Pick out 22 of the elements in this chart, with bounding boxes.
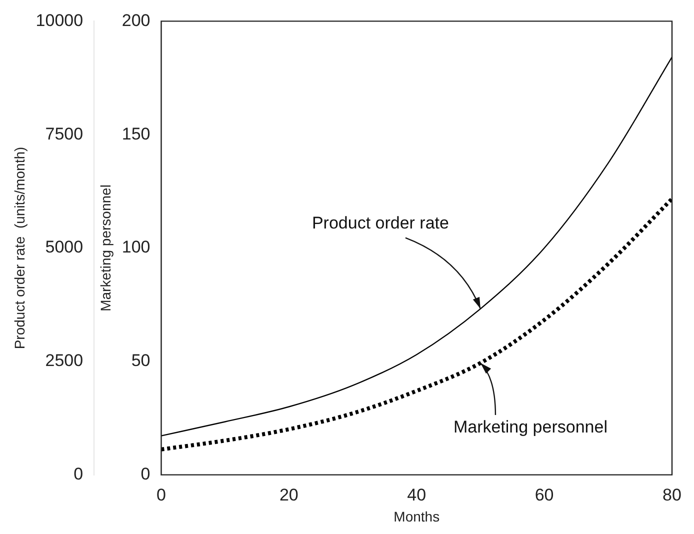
y2-tick-label: 100 — [122, 238, 150, 257]
y-tick-label: 7500 — [45, 124, 84, 144]
y-axis-title: Product order rate (units/month) — [11, 146, 28, 350]
x-tick-label: 60 — [534, 486, 554, 505]
x-tick-label: 20 — [279, 486, 298, 505]
x-tick-label: 0 — [156, 486, 166, 505]
y2-tick-label: 0 — [140, 464, 150, 484]
y2-tick-label: 200 — [122, 10, 150, 30]
y2-tick-label: 150 — [122, 124, 150, 144]
y-tick-label: 5000 — [45, 238, 84, 257]
x-tick-label: 40 — [407, 486, 426, 505]
y-tick-label: 10000 — [36, 10, 84, 30]
y-tick-label: 2500 — [45, 351, 84, 370]
line-series — [161, 56, 672, 436]
y-tick-label: 0 — [74, 464, 84, 484]
annotation: Product order rate — [312, 213, 449, 232]
x-tick-label: 80 — [662, 486, 682, 505]
x-axis-title: Months — [394, 508, 440, 524]
annotation: Marketing personnel — [453, 418, 608, 437]
line-series — [161, 196, 672, 452]
y2-axis-title: Marketing personnel — [97, 184, 114, 312]
y2-tick-label: 50 — [131, 351, 150, 370]
